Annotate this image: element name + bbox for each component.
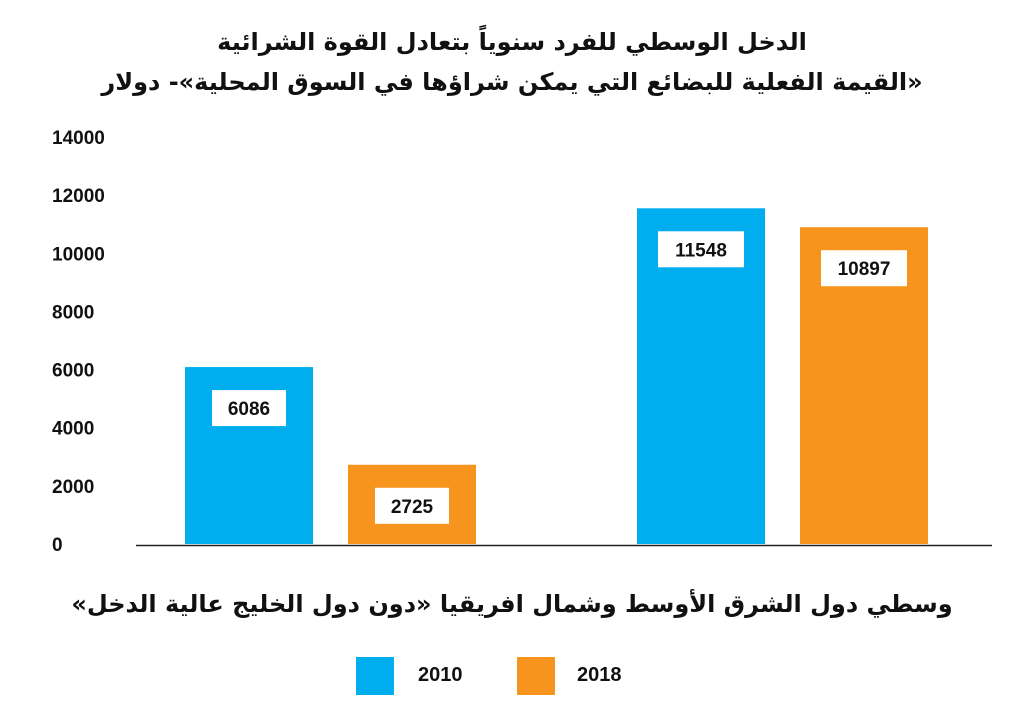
y-tick-label: 2000 <box>52 477 94 498</box>
y-tick-label: 6000 <box>52 361 94 382</box>
y-axis-ticks: 0 2000 4000 6000 8000 10000 12000 14000 <box>52 128 105 556</box>
chart-title: الدخل الوسطي للفرد سنوياً بتعادل القوة ا… <box>217 28 807 56</box>
y-tick-label: 8000 <box>52 302 94 323</box>
y-tick-label: 4000 <box>52 419 94 440</box>
data-label: 2725 <box>391 497 434 518</box>
legend-label-2010: 2010 <box>418 664 463 686</box>
legend-swatch-2018 <box>517 657 555 695</box>
chart-subtitle: «القيمة الفعلية للبضائع التي يمكن شراؤها… <box>101 68 923 96</box>
data-label: 10897 <box>838 259 891 280</box>
category-caption: وسطي دول الشرق الأوسط وشمال افريقيا «دون… <box>71 590 953 618</box>
data-label: 11548 <box>675 240 727 261</box>
data-label-box <box>658 231 744 268</box>
y-tick-label: 10000 <box>52 244 105 265</box>
bars-group: 6086 11548 2725 10897 <box>185 208 928 544</box>
chart-title-block: الدخل الوسطي للفرد سنوياً بتعادل القوة ا… <box>0 22 1024 102</box>
data-label-box <box>375 487 449 524</box>
legend-label-2018: 2018 <box>577 664 622 686</box>
y-tick-label: 12000 <box>52 186 105 207</box>
data-label: 6086 <box>228 399 270 420</box>
data-label-box <box>212 390 286 427</box>
y-tick-label: 14000 <box>52 128 105 149</box>
legend-swatch-2010 <box>356 657 394 695</box>
data-label-box <box>821 250 907 287</box>
y-tick-label: 0 <box>52 535 63 556</box>
